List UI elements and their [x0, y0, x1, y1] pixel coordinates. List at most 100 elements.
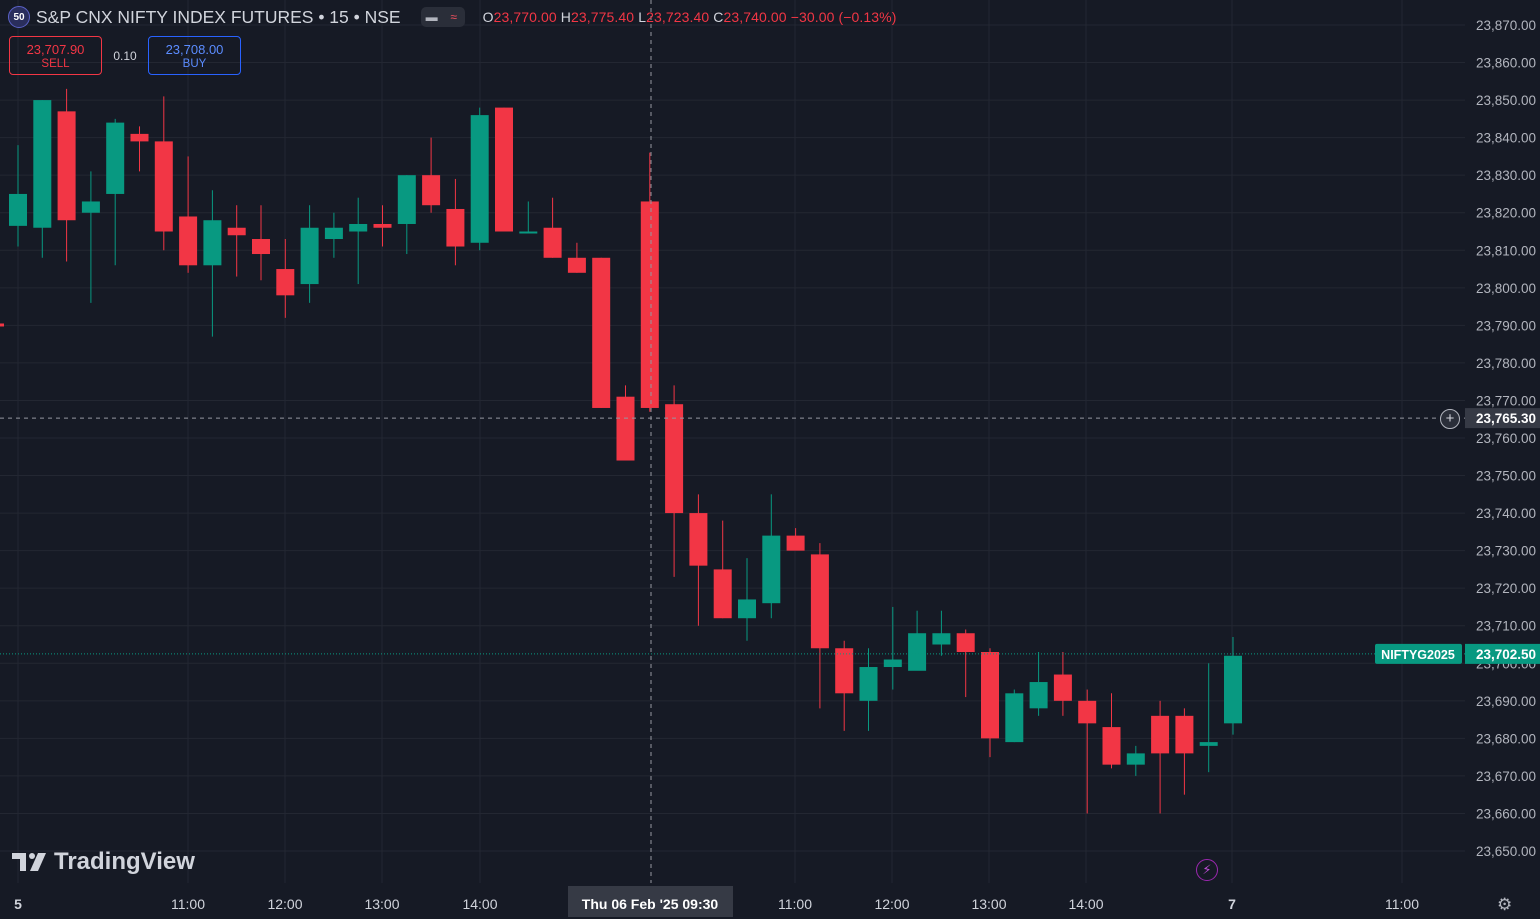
- time-tick-label: 12:00: [267, 896, 302, 912]
- price-tick-label: 23,800.00: [1476, 281, 1536, 296]
- settings-gear-icon[interactable]: ⚙: [1497, 895, 1513, 914]
- candle-body-down: [0, 323, 4, 327]
- candle-body-down: [592, 257, 611, 408]
- time-axis[interactable]: 5 11:00 12:00 13:00 14:00 11:00 12:00 13:00 14:0…: [14, 896, 1419, 912]
- candle-body-up: [300, 227, 319, 285]
- lightning-icon[interactable]: ⚡: [1196, 859, 1218, 881]
- sell-price: 23,707.90: [26, 42, 85, 57]
- candle-body-down: [227, 227, 246, 236]
- candle-body-down: [1102, 727, 1121, 765]
- candle-body-down: [567, 257, 586, 273]
- symbol-label: NIFTYG2025: [1381, 648, 1455, 662]
- candle-body-down: [1151, 715, 1170, 754]
- candle-body-down: [57, 111, 76, 221]
- candle-body-down: [786, 535, 805, 551]
- close-value: 23,740.00: [723, 9, 787, 25]
- buy-price: 23,708.00: [165, 42, 224, 57]
- candle-body-down: [665, 404, 684, 514]
- price-tick-label: 23,650.00: [1476, 844, 1536, 859]
- candle-body-down: [835, 648, 854, 694]
- price-tick-label: 23,760.00: [1476, 431, 1536, 446]
- candle-body-up: [106, 122, 125, 194]
- high-value: 23,775.40: [571, 9, 635, 25]
- crosshair: [0, 0, 1465, 883]
- tv-logo-icon: [12, 853, 46, 871]
- price-tick-label: 23,840.00: [1476, 131, 1536, 146]
- price-tick-label: 23,720.00: [1476, 581, 1536, 596]
- price-tick-label: 23,750.00: [1476, 469, 1536, 484]
- time-tick-label: 14:00: [1068, 896, 1103, 912]
- time-tick-label: 14:00: [462, 896, 497, 912]
- price-tick-label: 23,830.00: [1476, 168, 1536, 183]
- ohlc-values: O23,770.00 H23,775.40 L23,723.40 C23,740…: [482, 9, 897, 25]
- candle-body-down: [1175, 715, 1194, 754]
- change-value: −30.00 (−0.13%): [790, 9, 897, 25]
- candle-body-up: [1199, 742, 1218, 746]
- price-tick-label: 23,790.00: [1476, 318, 1536, 333]
- candle-body-up: [1005, 693, 1024, 743]
- buy-button[interactable]: 23,708.00 BUY: [148, 36, 241, 75]
- price-tick-label: 23,870.00: [1476, 18, 1536, 33]
- watermark-text: TradingView: [54, 848, 195, 875]
- price-tick-label: 23,810.00: [1476, 243, 1536, 258]
- time-tick-label: 11:00: [1385, 896, 1419, 912]
- candle-body-down: [252, 239, 270, 255]
- price-axis[interactable]: 23,870.00 23,860.00 23,850.00 23,840.00 23,8…: [1476, 18, 1536, 859]
- wave-icon[interactable]: ≈: [442, 7, 465, 27]
- candle-body-down: [956, 633, 975, 653]
- candle-body-up: [519, 231, 538, 234]
- last-price-box: [1465, 643, 1540, 664]
- price-tick-label: 23,730.00: [1476, 544, 1536, 559]
- candle-body-up: [203, 220, 222, 266]
- time-tick-label: 5: [14, 896, 22, 912]
- candle-body-up: [1029, 682, 1048, 709]
- price-tick-label: 23,740.00: [1476, 506, 1536, 521]
- candle-body-down: [543, 227, 562, 258]
- sell-label: SELL: [41, 58, 70, 70]
- last-price-label: 23,702.50: [1476, 647, 1536, 662]
- candle-body-down: [713, 569, 732, 619]
- candle-body-up: [349, 223, 368, 232]
- crosshair-time-label: Thu 06 Feb '25 09:30: [582, 896, 719, 912]
- sell-button[interactable]: 23,707.90 SELL: [9, 36, 102, 75]
- tradingview-logo[interactable]: TradingView: [12, 848, 195, 876]
- time-tick-label: 11:00: [778, 896, 812, 912]
- price-tick-label: 23,690.00: [1476, 694, 1536, 709]
- symbol-label-box: [1375, 643, 1462, 664]
- candle-body-down: [1078, 700, 1097, 724]
- candle-body-up: [1224, 655, 1242, 724]
- candle-body-up: [932, 633, 951, 645]
- candle-body-up: [33, 100, 52, 228]
- trade-panel: 23,707.90 SELL 0.10 23,708.00 BUY: [9, 36, 241, 75]
- crosshair-time-box: [568, 886, 733, 917]
- candle-body-up: [859, 667, 878, 701]
- buy-label: BUY: [182, 58, 207, 70]
- candle-body-up: [397, 175, 416, 224]
- candle-body-down: [640, 201, 659, 408]
- candle-body-up: [81, 201, 100, 213]
- crosshair-price-label: 23,765.30: [1476, 411, 1536, 426]
- candle-body-down: [616, 396, 635, 461]
- symbol-logo-badge[interactable]: 50: [8, 6, 30, 28]
- candle-body-down: [276, 269, 295, 296]
- price-tick-label: 23,820.00: [1476, 206, 1536, 221]
- price-tick-label: 23,780.00: [1476, 356, 1536, 371]
- symbol-title[interactable]: S&P CNX NIFTY INDEX FUTURES • 15 • NSE: [36, 6, 401, 27]
- minus-icon[interactable]: ▬: [420, 7, 443, 27]
- time-tick-label: 12:00: [874, 896, 909, 912]
- visibility-toggle[interactable]: ▬ ≈: [420, 7, 465, 27]
- open-value: 23,770.00: [493, 9, 557, 25]
- price-tick-label: 23,670.00: [1476, 769, 1536, 784]
- candle-body-up: [470, 115, 489, 243]
- add-alert-plus-icon[interactable]: +: [1440, 409, 1460, 429]
- crosshair-price-box: [1465, 408, 1540, 429]
- candle-body-up: [1126, 753, 1145, 765]
- low-value: 23,723.40: [646, 9, 710, 25]
- candle-body-down: [154, 141, 173, 232]
- time-tick-label: 7: [1228, 896, 1236, 912]
- candle-body-up: [762, 535, 781, 604]
- candle-body-down: [179, 216, 198, 266]
